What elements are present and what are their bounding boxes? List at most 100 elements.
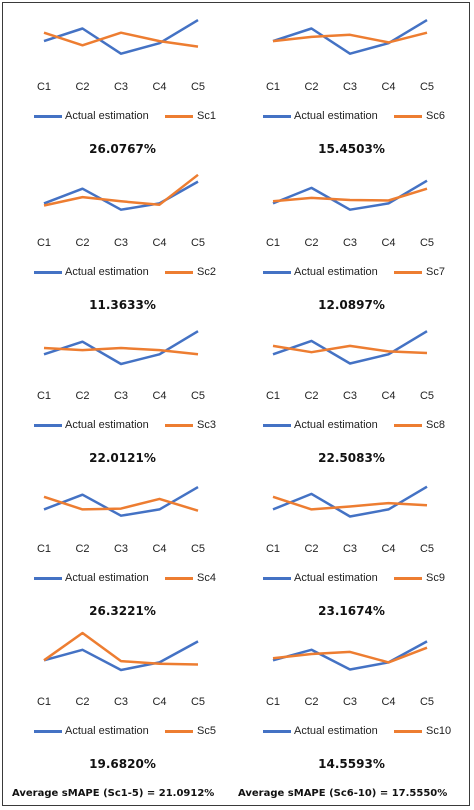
legend: Actual estimation Sc4 (10, 571, 235, 585)
x-tick-label: C3 (114, 543, 128, 555)
x-tick-label: C4 (381, 696, 395, 708)
line-chart: C1 C2 C3 C4 C5 (37, 330, 205, 402)
legend-label: Actual estimation (294, 419, 378, 431)
x-tick-label: C2 (75, 696, 89, 708)
smape-score: 26.3221% (89, 604, 156, 618)
x-tick-label: C2 (304, 543, 318, 555)
x-tick-label: C4 (152, 390, 166, 402)
legend-swatch (394, 424, 422, 427)
smape-score: 26.0767% (89, 142, 156, 156)
legend-label: Sc2 (197, 266, 216, 278)
legend-swatch (394, 115, 422, 118)
line-chart: C1 C2 C3 C4 C5 (266, 485, 434, 555)
legend-label: Actual estimation (294, 725, 378, 737)
series-line-sc5 (43, 631, 199, 666)
legend-label: Actual estimation (65, 725, 149, 737)
legend-swatch (394, 577, 422, 580)
legend-swatch (263, 271, 291, 274)
series-line-actual (43, 180, 199, 211)
chart-panel-sc5: C1 C2 C3 C4 C5 Actual estimation Sc5 19.6820% (10, 625, 235, 783)
x-tick-label: C3 (343, 696, 357, 708)
x-tick-label: C3 (114, 696, 128, 708)
x-tick-label: C1 (37, 237, 51, 249)
series-line-actual (43, 330, 199, 366)
chart-panel-sc10: C1 C2 C3 C4 C5 Actual estimation Sc10 14.5593% (239, 625, 464, 783)
x-tick-label: C2 (75, 81, 89, 93)
legend-label: Sc1 (197, 110, 216, 122)
x-tick-label: C2 (304, 696, 318, 708)
x-tick-label: C3 (343, 390, 357, 402)
legend-label: Sc7 (426, 266, 445, 278)
line-chart: C1 C2 C3 C4 C5 (37, 19, 205, 93)
x-tick-label: C5 (191, 237, 205, 249)
x-tick-label: C1 (266, 390, 280, 402)
legend: Actual estimation Sc5 (10, 724, 235, 738)
legend-swatch (34, 271, 62, 274)
x-tick-label: C3 (343, 237, 357, 249)
x-tick-label: C3 (343, 543, 357, 555)
chart-panel-sc1: C1 C2 C3 C4 C5 Actual estimation Sc1 26.0767% (10, 10, 235, 168)
x-tick-label: C1 (37, 543, 51, 555)
series-line-actual (272, 640, 428, 671)
legend-swatch (394, 730, 422, 733)
series-line-sc1 (43, 31, 199, 48)
x-tick-label: C5 (420, 696, 434, 708)
chart-panel-sc3: C1 C2 C3 C4 C5 Actual estimation Sc3 22.0121% (10, 319, 235, 477)
legend-label: Sc5 (197, 725, 216, 737)
legend-label: Actual estimation (294, 572, 378, 584)
chart-panel-sc4: C1 C2 C3 C4 C5 Actual estimation Sc4 26.3221% (10, 472, 235, 630)
legend-label: Actual estimation (65, 572, 149, 584)
legend-swatch (34, 424, 62, 427)
legend: Actual estimation Sc7 (239, 265, 464, 279)
legend-swatch (165, 271, 193, 274)
x-tick-label: C3 (343, 81, 357, 93)
series-line-sc6 (272, 31, 428, 44)
x-tick-label: C4 (381, 390, 395, 402)
x-tick-label: C5 (191, 696, 205, 708)
legend: Actual estimation Sc8 (239, 418, 464, 432)
x-tick-label: C4 (381, 543, 395, 555)
legend-label: Actual estimation (65, 110, 149, 122)
legend-label: Actual estimation (294, 110, 378, 122)
x-tick-label: C4 (381, 81, 395, 93)
legend-swatch (263, 115, 291, 118)
x-tick-label: C5 (420, 237, 434, 249)
x-tick-label: C5 (191, 81, 205, 93)
chart-panel-sc9: C1 C2 C3 C4 C5 Actual estimation Sc9 23.1674% (239, 472, 464, 630)
smape-score: 23.1674% (318, 604, 385, 618)
legend: Actual estimation Sc10 (239, 724, 464, 738)
x-tick-label: C1 (37, 390, 51, 402)
chart-panel-sc8: C1 C2 C3 C4 C5 Actual estimation Sc8 22.5083% (239, 319, 464, 477)
series-line-actual (272, 19, 428, 55)
chart-panel-sc2: C1 C2 C3 C4 C5 Actual estimation Sc2 11.3633% (10, 166, 235, 324)
series-line-actual (272, 485, 428, 518)
smape-score: 14.5593% (318, 757, 385, 771)
legend-label: Sc8 (426, 419, 445, 431)
series-line-sc9 (272, 495, 428, 511)
smape-score: 22.5083% (318, 451, 385, 465)
legend-swatch (394, 271, 422, 274)
series-line-actual (43, 19, 199, 55)
series-line-sc7 (272, 187, 428, 203)
legend-label: Sc4 (197, 572, 216, 584)
x-tick-label: C5 (420, 81, 434, 93)
legend-swatch (34, 577, 62, 580)
x-tick-label: C3 (114, 237, 128, 249)
series-line-actual (43, 640, 199, 672)
x-tick-label: C4 (381, 237, 395, 249)
legend-label: Sc10 (426, 725, 452, 737)
legend-swatch (165, 730, 193, 733)
x-tick-label: C1 (37, 81, 51, 93)
legend-swatch (34, 115, 62, 118)
series-line-sc3 (43, 346, 199, 356)
line-chart: C1 C2 C3 C4 C5 (37, 173, 205, 249)
legend: Actual estimation Sc3 (10, 418, 235, 432)
x-tick-label: C2 (304, 390, 318, 402)
legend-label: Sc3 (197, 419, 216, 431)
x-tick-label: C2 (304, 237, 318, 249)
x-tick-label: C2 (75, 237, 89, 249)
chart-panel-sc7: C1 C2 C3 C4 C5 Actual estimation Sc7 12.0897% (239, 166, 464, 324)
x-tick-label: C2 (304, 81, 318, 93)
x-tick-label: C5 (420, 390, 434, 402)
legend-label: Sc9 (426, 572, 445, 584)
